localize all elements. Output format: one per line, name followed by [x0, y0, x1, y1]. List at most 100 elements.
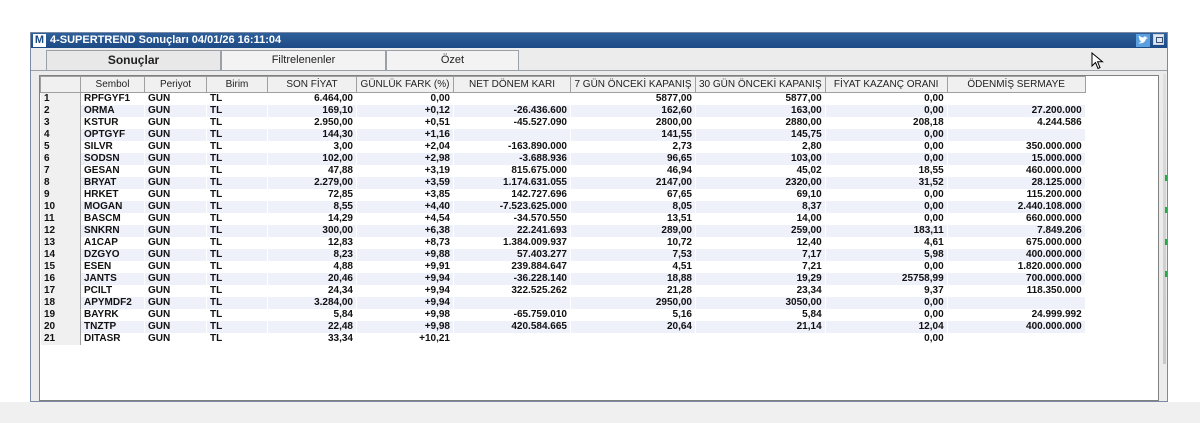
cell-net-donem-kari[interactable]: 815.675.000 [453, 165, 571, 177]
cell-7-gun-kapanis[interactable] [570, 333, 696, 345]
cell-net-donem-kari[interactable]: -36.228.140 [453, 273, 571, 285]
row-index[interactable]: 18 [40, 297, 81, 309]
cell-birim[interactable]: TL [206, 129, 268, 141]
cell-net-donem-kari[interactable]: -34.570.550 [453, 213, 571, 225]
cell-birim[interactable]: TL [206, 237, 268, 249]
cell-fk-orani[interactable]: 0,00 [824, 141, 948, 153]
cell-fk-orani[interactable]: 0,00 [824, 92, 948, 105]
table-row[interactable]: 21 DITASR GUN TL 33,34 +10,21 0,00 [40, 333, 1086, 345]
cell-son-fiyat[interactable]: 8,55 [267, 201, 357, 213]
cell-son-fiyat[interactable]: 72,85 [267, 189, 357, 201]
table-row[interactable]: 1 RPFGYF1 GUN TL 6.464,00 0,00 5877,00 5877,00 0… [40, 92, 1086, 105]
cell-birim[interactable]: TL [206, 201, 268, 213]
cell-periyot[interactable]: GUN [144, 153, 207, 165]
cell-birim[interactable]: TL [206, 105, 268, 117]
cell-sembol[interactable]: BRYAT [80, 177, 145, 189]
cell-30-gun-kapanis[interactable]: 21,14 [695, 321, 826, 333]
cell-gunluk-fark[interactable]: +3,85 [356, 189, 454, 201]
cell-birim[interactable]: TL [206, 321, 268, 333]
row-index[interactable]: 17 [40, 285, 81, 297]
cell-gunluk-fark[interactable]: +9,91 [356, 261, 454, 273]
cell-odenmis-sermaye[interactable]: 700.000.000 [946, 273, 1086, 285]
col-header-fk-orani[interactable]: FİYAT KAZANÇ ORANI [824, 76, 948, 93]
cell-7-gun-kapanis[interactable]: 2,73 [570, 141, 696, 153]
cell-net-donem-kari[interactable]: 142.727.696 [453, 189, 571, 201]
col-header-gunluk-fark[interactable]: GÜNLÜK FARK (%) [356, 76, 454, 93]
cell-odenmis-sermaye[interactable]: 400.000.000 [946, 321, 1086, 333]
cell-7-gun-kapanis[interactable]: 8,05 [570, 201, 696, 213]
cell-periyot[interactable]: GUN [144, 213, 207, 225]
cell-odenmis-sermaye[interactable] [946, 92, 1086, 105]
row-index[interactable]: 13 [40, 237, 81, 249]
cell-sembol[interactable]: DITASR [80, 333, 145, 345]
table-row[interactable]: 13 A1CAP GUN TL 12,83 +8,73 1.384.009.937 10,72… [40, 237, 1086, 249]
table-row[interactable]: 2 ORMA GUN TL 169,10 +0,12 -26.436.600 162,60 16… [40, 105, 1086, 117]
cell-7-gun-kapanis[interactable]: 5877,00 [570, 92, 696, 105]
restore-window-icon[interactable] [1153, 34, 1164, 45]
cell-sembol[interactable]: BAYRK [80, 309, 145, 321]
table-row[interactable]: 8 BRYAT GUN TL 2.279,00 +3,59 1.174.631.055 214… [40, 177, 1086, 189]
cell-gunluk-fark[interactable]: +9,88 [356, 249, 454, 261]
table-row[interactable]: 12 SNKRN GUN TL 300,00 +6,38 22.241.693 289,00 2… [40, 225, 1086, 237]
cell-gunluk-fark[interactable]: +9,94 [356, 297, 454, 309]
col-header-sembol[interactable]: Sembol [80, 76, 145, 93]
cell-sembol[interactable]: MOGAN [80, 201, 145, 213]
cell-7-gun-kapanis[interactable]: 162,60 [570, 105, 696, 117]
cell-son-fiyat[interactable]: 8,23 [267, 249, 357, 261]
cell-30-gun-kapanis[interactable]: 3050,00 [695, 297, 826, 309]
row-index[interactable]: 10 [40, 201, 81, 213]
cell-fk-orani[interactable]: 18,55 [824, 165, 948, 177]
cell-sembol[interactable]: JANTS [80, 273, 145, 285]
cell-son-fiyat[interactable]: 5,84 [267, 309, 357, 321]
cell-birim[interactable]: TL [206, 165, 268, 177]
cell-birim[interactable]: TL [206, 189, 268, 201]
cell-birim[interactable]: TL [206, 225, 268, 237]
cell-son-fiyat[interactable]: 20,46 [267, 273, 357, 285]
cell-sembol[interactable]: SILVR [80, 141, 145, 153]
cell-fk-orani[interactable]: 12,04 [824, 321, 948, 333]
cell-7-gun-kapanis[interactable]: 4,51 [570, 261, 696, 273]
cell-gunluk-fark[interactable]: +4,54 [356, 213, 454, 225]
cell-fk-orani[interactable]: 0,00 [824, 213, 948, 225]
cell-gunluk-fark[interactable]: +1,16 [356, 129, 454, 141]
cell-30-gun-kapanis[interactable]: 7,21 [695, 261, 826, 273]
cell-30-gun-kapanis[interactable]: 145,75 [695, 129, 826, 141]
cell-son-fiyat[interactable]: 144,30 [267, 129, 357, 141]
cell-30-gun-kapanis[interactable]: 259,00 [695, 225, 826, 237]
cell-7-gun-kapanis[interactable]: 13,51 [570, 213, 696, 225]
cell-odenmis-sermaye[interactable]: 1.820.000.000 [946, 261, 1086, 273]
cell-net-donem-kari[interactable]: -45.527.090 [453, 117, 571, 129]
col-header-son-fiyat[interactable]: SON FİYAT [267, 76, 357, 93]
cell-gunluk-fark[interactable]: +9,94 [356, 285, 454, 297]
cell-periyot[interactable]: GUN [144, 105, 207, 117]
cell-fk-orani[interactable]: 183,11 [824, 225, 948, 237]
cell-7-gun-kapanis[interactable]: 141,55 [570, 129, 696, 141]
cell-sembol[interactable]: RPFGYF1 [80, 92, 145, 105]
cell-sembol[interactable]: A1CAP [80, 237, 145, 249]
tab-sonuclar[interactable]: Sonuçlar [46, 50, 221, 70]
cell-gunluk-fark[interactable]: +3,59 [356, 177, 454, 189]
col-header-30-gun-kapanis[interactable]: 30 GÜN ÖNCEKİ KAPANIŞ [695, 76, 826, 93]
cell-gunluk-fark[interactable]: +2,04 [356, 141, 454, 153]
cell-periyot[interactable]: GUN [144, 129, 207, 141]
col-header-index[interactable] [40, 76, 81, 93]
cell-sembol[interactable]: APYMDF2 [80, 297, 145, 309]
cell-net-donem-kari[interactable] [453, 129, 571, 141]
cell-periyot[interactable]: GUN [144, 333, 207, 345]
cell-net-donem-kari[interactable]: -163.890.000 [453, 141, 571, 153]
table-row[interactable]: 11 BASCM GUN TL 14,29 +4,54 -34.570.550 13,51 14… [40, 213, 1086, 225]
cell-30-gun-kapanis[interactable]: 12,40 [695, 237, 826, 249]
cell-periyot[interactable]: GUN [144, 261, 207, 273]
col-header-7-gun-kapanis[interactable]: 7 GÜN ÖNCEKİ KAPANIŞ [570, 76, 696, 93]
cell-7-gun-kapanis[interactable]: 46,94 [570, 165, 696, 177]
row-index[interactable]: 5 [40, 141, 81, 153]
cell-fk-orani[interactable]: 0,00 [824, 129, 948, 141]
row-index[interactable]: 14 [40, 249, 81, 261]
row-index[interactable]: 3 [40, 117, 81, 129]
cell-30-gun-kapanis[interactable]: 8,37 [695, 201, 826, 213]
cell-odenmis-sermaye[interactable]: 24.999.992 [946, 309, 1086, 321]
cell-30-gun-kapanis[interactable]: 2,80 [695, 141, 826, 153]
row-index[interactable]: 21 [40, 333, 81, 345]
cell-periyot[interactable]: GUN [144, 297, 207, 309]
cell-net-donem-kari[interactable]: -7.523.625.000 [453, 201, 571, 213]
